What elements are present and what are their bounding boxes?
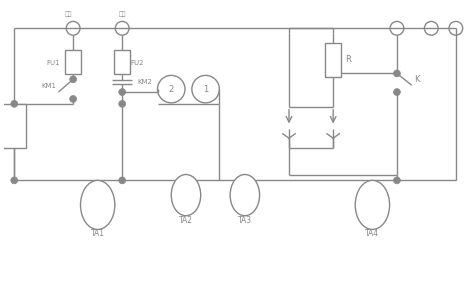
Text: 2: 2 — [169, 85, 174, 94]
Text: TA3: TA3 — [238, 215, 252, 225]
Text: K: K — [415, 75, 420, 84]
Text: 1: 1 — [203, 85, 208, 94]
Bar — [325, 43, 341, 77]
Circle shape — [11, 177, 18, 184]
Circle shape — [70, 76, 77, 83]
Circle shape — [393, 89, 401, 96]
Circle shape — [393, 70, 401, 77]
Text: 火线: 火线 — [64, 11, 72, 17]
Ellipse shape — [355, 180, 390, 229]
Circle shape — [11, 100, 18, 107]
Circle shape — [119, 177, 126, 184]
Circle shape — [119, 100, 126, 107]
Text: 零线: 零线 — [118, 11, 126, 17]
Text: KM2: KM2 — [137, 79, 152, 85]
Text: FU2: FU2 — [130, 59, 144, 66]
Ellipse shape — [230, 175, 260, 216]
Text: TA1: TA1 — [91, 229, 105, 238]
Text: KM1: KM1 — [41, 83, 56, 89]
Text: R: R — [345, 55, 351, 64]
Ellipse shape — [171, 175, 201, 216]
Text: TA2: TA2 — [179, 215, 193, 225]
Ellipse shape — [81, 180, 115, 229]
Bar — [65, 50, 81, 74]
Text: TA4: TA4 — [365, 229, 380, 238]
Circle shape — [70, 96, 77, 102]
Circle shape — [393, 177, 401, 184]
Bar — [114, 50, 130, 74]
Text: FU1: FU1 — [47, 59, 60, 66]
Bar — [2, 104, 26, 148]
Circle shape — [119, 89, 126, 96]
